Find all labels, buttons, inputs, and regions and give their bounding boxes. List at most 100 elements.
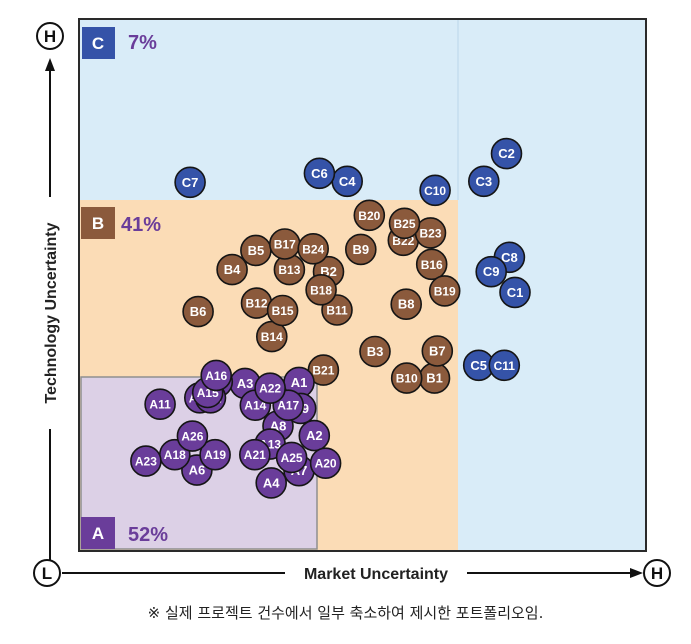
point-label-c2: C2 [498,146,515,161]
point-label-c1: C1 [507,285,524,300]
point-label-b20: B20 [358,209,380,223]
point-label-b4: B4 [224,262,241,277]
point-b10 [390,362,423,394]
point-label-b12: B12 [245,297,267,311]
point-b7 [421,335,454,367]
x-axis: Market Uncertainty [62,560,643,586]
point-label-a26: A26 [181,430,203,444]
point-label-b25: B25 [393,217,415,231]
point-a2 [298,419,331,452]
point-label-a25: A25 [281,451,303,465]
point-label-b1: B1 [426,371,443,386]
data-points: B1B2B3B4B5B6B7B8B9B10B11B12B13B14B15B16B… [130,137,531,499]
point-label-c9: C9 [483,264,500,279]
point-label-b5: B5 [248,243,265,258]
point-b18 [305,273,337,306]
point-label-a17: A17 [277,399,299,413]
point-label-c8: C8 [501,250,518,265]
zone-a-tag: A 52% [81,517,168,549]
point-label-b24: B24 [302,242,324,256]
zone-a-badge [81,517,115,549]
y-axis-label-box [33,197,67,429]
point-label-b10: B10 [396,372,418,386]
zone-a-letter: A [92,524,104,543]
point-label-a4: A4 [263,475,280,490]
axis-end-markers: H L H [33,22,671,587]
point-a20 [309,447,342,480]
point-label-b6: B6 [190,304,207,319]
point-label-a2: A2 [306,428,323,443]
point-label-b17: B17 [274,238,296,252]
point-label-a21: A21 [244,448,266,462]
point-label-b13: B13 [278,263,300,277]
point-label-c11: C11 [494,359,516,373]
series-b: B1B2B3B4B5B6B7B8B9B10B11B12B13B14B15B16B… [182,199,461,394]
zone-c-badge [82,27,115,59]
point-c9 [475,255,508,288]
point-b16 [415,248,448,281]
point-label-a23: A23 [135,455,157,469]
point-label-a20: A20 [315,457,337,471]
zone-b-badge [81,207,115,239]
point-a11 [144,388,176,421]
y-axis-high-label: H [44,27,56,46]
point-label-a14: A14 [244,399,266,413]
point-a21 [239,438,271,471]
point-c6 [303,157,336,190]
point-label-c3: C3 [475,174,492,189]
point-label-b8: B8 [398,297,415,312]
point-a16 [200,359,232,392]
point-c2 [490,137,523,170]
point-c1 [499,276,531,309]
zone-b-percent: 41% [121,214,161,236]
point-b8 [390,288,423,321]
point-b4 [216,253,248,286]
point-label-c10: C10 [424,184,446,198]
point-label-c7: C7 [182,175,199,190]
zone-a-percent: 52% [128,524,168,546]
point-label-b16: B16 [421,258,443,272]
y-axis-arrowhead [45,58,55,71]
series-a: A1A2A3A4A5A6A7A8A9A10A11A12A13A14A15A16A… [130,359,342,499]
point-b19 [428,275,461,307]
point-b6 [182,295,214,328]
y-axis-high-marker [36,22,64,50]
point-a26 [176,420,209,452]
y-axis-label: Technology Uncertainty [43,222,60,403]
point-label-b3: B3 [367,344,384,359]
origin-low-label: L [42,564,52,583]
point-label-c5: C5 [470,358,487,373]
x-axis-high-marker [643,559,671,587]
point-a25 [275,441,308,474]
point-b20 [353,199,386,232]
plot-frame [78,18,647,552]
point-b25 [388,207,421,240]
point-label-a22: A22 [259,382,281,396]
point-label-a11: A11 [149,398,171,412]
point-label-a6: A6 [189,463,206,478]
point-c7 [174,166,206,199]
x-axis-label: Market Uncertainty [304,566,448,583]
point-a4 [255,467,288,499]
point-a19 [199,438,231,471]
point-label-a3: A3 [237,376,254,391]
point-label-a16: A16 [205,369,227,383]
point-label-a1: A1 [291,375,308,390]
point-label-b19: B19 [434,284,456,298]
origin-low-marker [33,559,61,587]
zone-c-letter: C [92,34,104,53]
point-c3 [467,165,500,198]
point-label-a19: A19 [204,448,226,462]
point-a23 [130,445,162,477]
point-a22 [254,372,286,405]
x-axis-arrowhead [630,568,643,578]
point-b3 [359,335,391,368]
point-label-b11: B11 [326,304,348,318]
point-c11 [488,349,521,382]
point-b9 [344,233,377,266]
point-label-c6: C6 [311,166,328,181]
point-b24 [297,233,330,265]
point-label-b14: B14 [261,330,283,344]
